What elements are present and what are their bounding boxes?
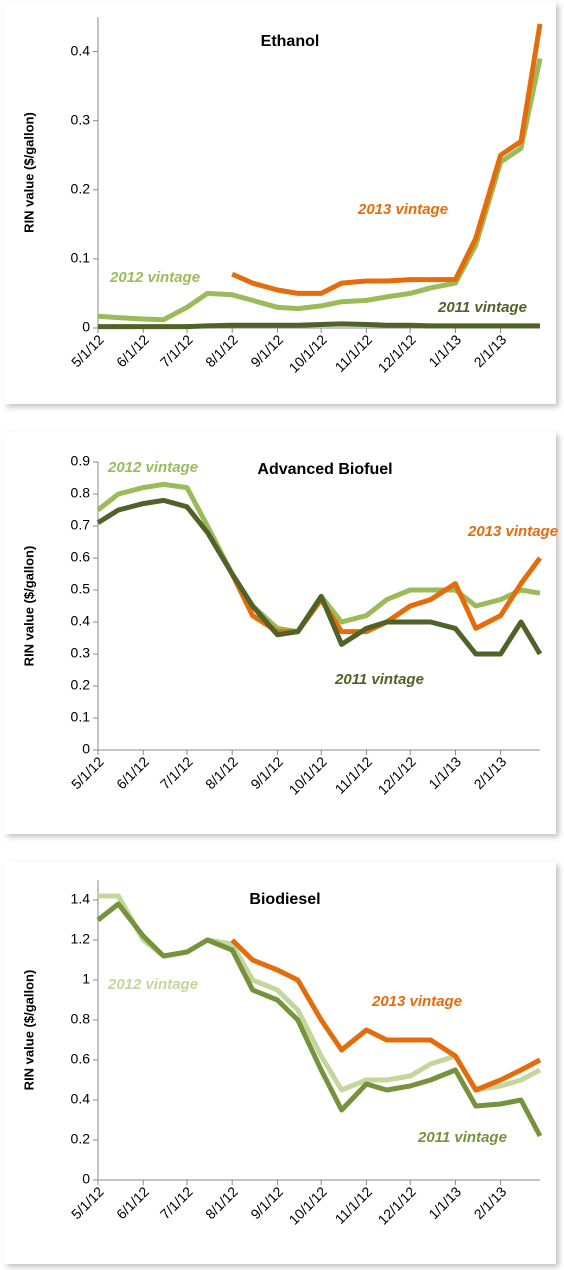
y-tick-label: 0.7 [71, 517, 91, 533]
y-tick-label: 1 [82, 971, 90, 987]
series-line [96, 901, 543, 1138]
y-tick-label: 0.4 [71, 42, 91, 58]
chart-title: Ethanol [261, 33, 320, 50]
y-tick-label: 0.8 [71, 485, 91, 501]
panel-frame [4, 2, 556, 404]
panel-frame [4, 862, 556, 1264]
series-label: 2012 vintage [107, 459, 198, 476]
series-label: 2013 vintage [371, 993, 462, 1010]
y-tick-label: 0.2 [71, 677, 91, 693]
y-axis-label: RIN value ($/gallon) [21, 112, 36, 233]
y-tick-label: 1.2 [71, 931, 91, 947]
y-tick-label: 0.6 [71, 1051, 91, 1067]
series-label: 2011 vintage [334, 671, 424, 688]
chart-title: Biodiesel [249, 891, 320, 908]
y-tick-label: 0.8 [71, 1011, 91, 1027]
series-label: 2012 vintage [109, 269, 200, 286]
y-tick-label: 0 [82, 741, 90, 757]
series-line [96, 497, 543, 657]
y-tick-label: 0 [82, 1171, 90, 1187]
series-line [97, 57, 543, 323]
series-label: 2013 vintage [467, 523, 558, 540]
chart-title: Advanced Biofuel [257, 461, 392, 478]
series-label: 2011 vintage [437, 299, 527, 316]
series-label: 2012 vintage [107, 976, 198, 993]
chart-panel: 00.10.20.30.45/1/12 6/1/12 7/1/12 8/1/12 9/1… [4, 2, 556, 404]
y-tick-label: 0.3 [71, 645, 91, 661]
y-tick-label: 0 [82, 319, 90, 335]
y-tick-label: 0.2 [71, 1131, 91, 1147]
y-tick-label: 0.2 [71, 180, 91, 196]
y-tick-label: 1.4 [71, 891, 91, 907]
chart-panel: 00.10.20.30.40.50.60.70.80.95/1/12 6/1/12… [4, 432, 558, 834]
y-tick-label: 0.5 [71, 581, 91, 597]
y-tick-label: 0.3 [71, 111, 91, 127]
y-tick-label: 0.9 [71, 453, 91, 469]
series-line [231, 23, 543, 296]
series-label: 2013 vintage [357, 201, 448, 218]
y-tick-label: 0.4 [71, 1091, 91, 1107]
y-axis-label: RIN value ($/gallon) [21, 546, 36, 667]
y-tick-label: 0.1 [71, 709, 91, 725]
y-tick-label: 0.4 [71, 613, 91, 629]
series-label: 2011 vintage [417, 1129, 507, 1146]
series-line [98, 321, 540, 330]
y-tick-label: 0.6 [71, 549, 91, 565]
y-axis-label: RIN value ($/gallon) [21, 970, 36, 1091]
series-line [230, 938, 542, 1093]
chart-panel: 00.20.40.60.811.21.45/1/12 6/1/12 7/1/12 8/… [4, 862, 556, 1264]
y-tick-label: 0.1 [71, 250, 91, 266]
